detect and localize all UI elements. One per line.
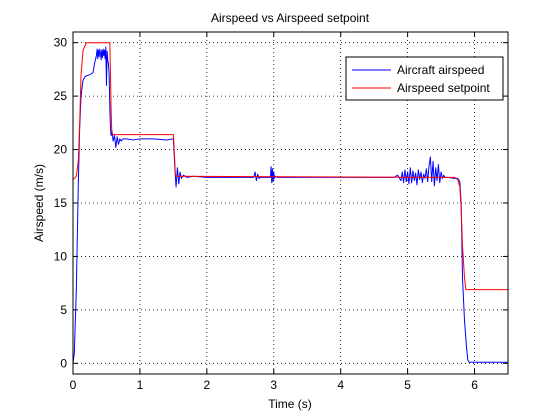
y-tick-label: 0 [60, 356, 67, 370]
y-axis-label: Airspeed (m/s) [32, 164, 46, 242]
x-axis-label: Time (s) [268, 397, 312, 411]
legend: Aircraft airspeed Airspeed setpoint [345, 56, 504, 101]
x-tick-label: 2 [204, 378, 211, 392]
x-tick-label: 3 [270, 378, 277, 392]
y-tick-label: 5 [60, 303, 67, 317]
y-tick-label: 10 [54, 249, 68, 263]
x-tick-label: 1 [137, 378, 144, 392]
x-tick-label: 4 [337, 378, 344, 392]
x-tick-label: 6 [471, 378, 478, 392]
y-tick-label: 25 [54, 89, 68, 103]
legend-box [345, 56, 504, 101]
series-line-aircraft-airspeed [73, 46, 508, 364]
y-tick-label: 30 [54, 36, 68, 50]
y-tick-label: 15 [54, 196, 68, 210]
y-tick-label: 20 [54, 143, 68, 157]
legend-label: Aircraft airspeed [397, 63, 484, 77]
chart-title: Airspeed vs Airspeed setpoint [211, 11, 370, 25]
legend-label: Airspeed setpoint [397, 81, 490, 95]
series-line-airspeed-setpoint [73, 42, 508, 291]
series-group [73, 42, 508, 364]
x-tick-label: 5 [404, 378, 411, 392]
x-tick-label: 0 [70, 378, 77, 392]
